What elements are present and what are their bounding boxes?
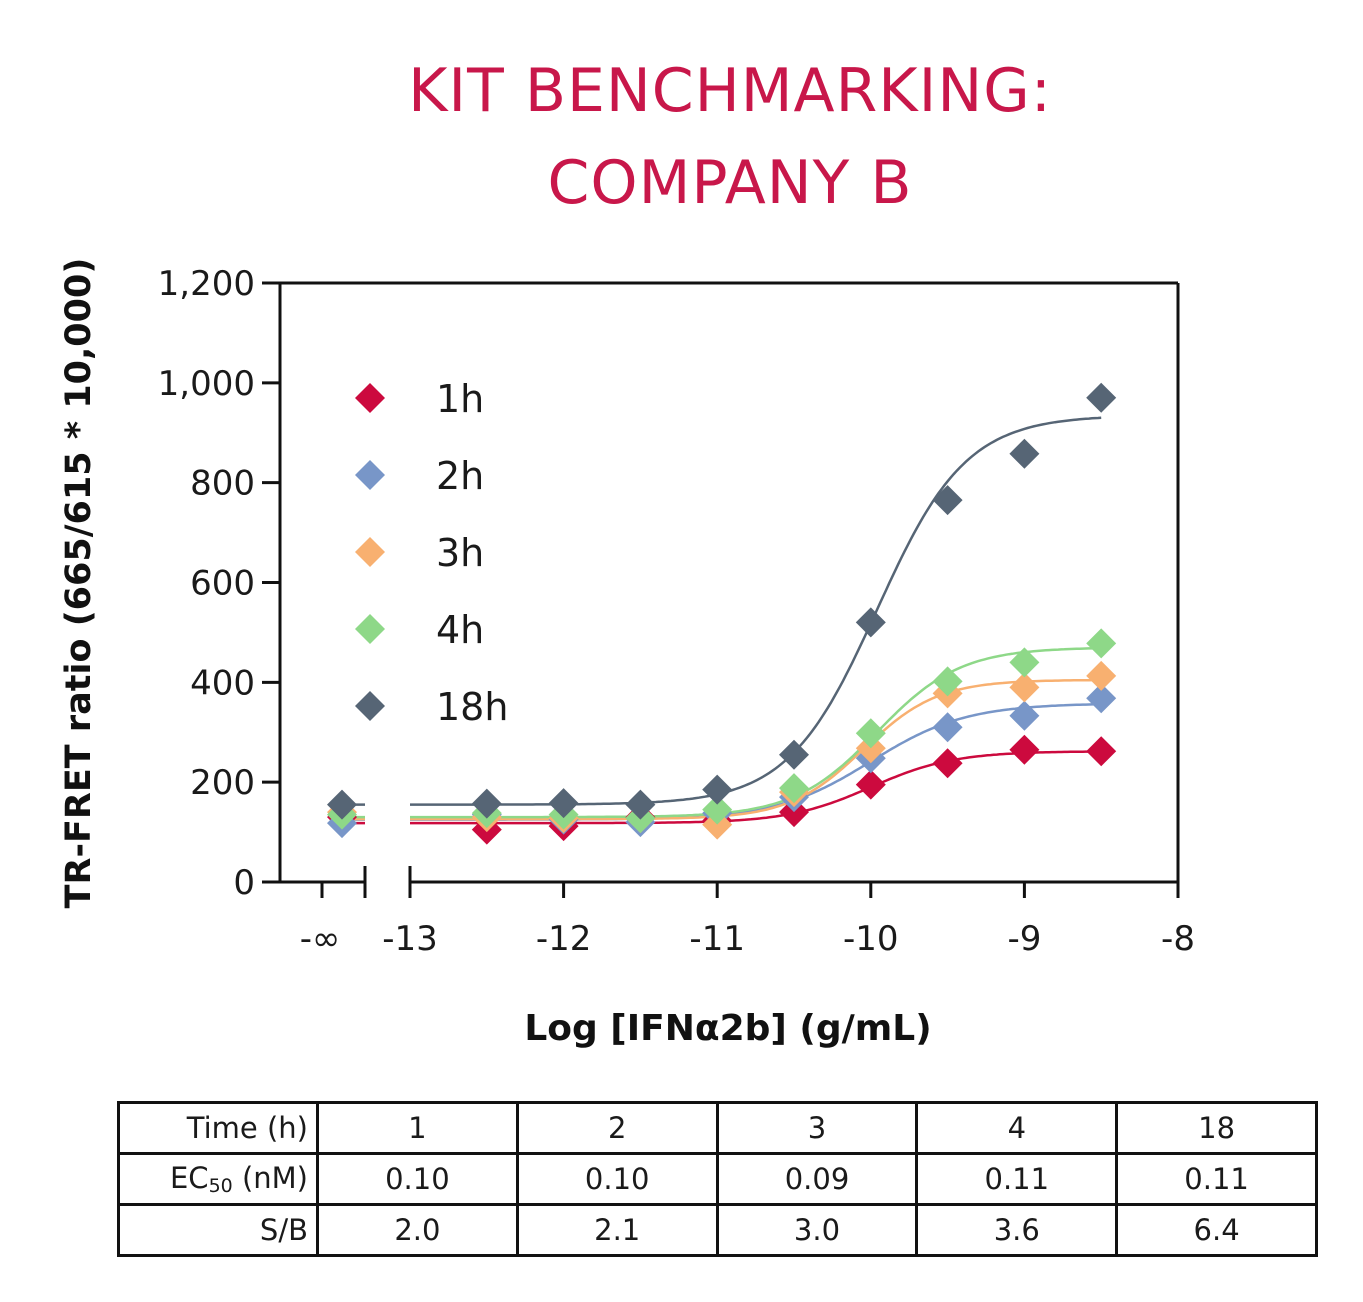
legend-marker-2h (355, 460, 385, 490)
data-point-18h (625, 789, 656, 820)
row-header-sb: S/B (117, 1203, 319, 1257)
data-point-18h (702, 774, 733, 805)
data-point-3h (1086, 660, 1117, 691)
legend-marker-1h (355, 383, 385, 413)
x-tick-label: -13 (382, 919, 438, 959)
data-point-18h (932, 485, 963, 516)
y-tick-label: 0 (233, 863, 255, 903)
table-cell: 0.09 (715, 1152, 919, 1206)
data-point-4h (1009, 647, 1040, 678)
legend-label-18h: 18h (436, 685, 508, 729)
stats-table: Time (h) 1 2 3 4 18 EC50 (nM) 0.10 0.10 … (117, 1101, 1318, 1257)
data-point-4h (702, 794, 733, 825)
data-point-18h (1009, 438, 1040, 469)
row-header-ec50: EC50 (nM) (117, 1152, 319, 1206)
y-tick-label: 800 (190, 464, 255, 504)
data-point-18h (548, 788, 579, 819)
data-point-18h (327, 789, 357, 820)
ec-label: EC (169, 1161, 209, 1195)
legend-marker-18h (355, 691, 385, 721)
x-tick-label-neg-inf: -∞ (300, 919, 341, 959)
y-tick-label: 1,200 (158, 264, 255, 304)
data-point-18h (471, 788, 502, 819)
data-point-4h (1086, 628, 1117, 659)
data-point-4h (855, 718, 886, 749)
x-tick-label: -8 (1161, 919, 1195, 959)
data-points (327, 382, 1117, 845)
data-point-1h (1009, 734, 1040, 765)
data-point-2h (1086, 683, 1117, 714)
x-tick-label: -12 (536, 919, 592, 959)
legend-marker-3h (355, 537, 385, 567)
table-cell: 2 (515, 1101, 719, 1155)
table-cell: 2.0 (316, 1203, 519, 1257)
table-cell: 3.6 (915, 1203, 1119, 1257)
data-point-2h (1009, 700, 1040, 731)
row-header-time: Time (h) (117, 1101, 319, 1155)
y-tick-label: 200 (190, 763, 255, 803)
table-cell: 2.1 (515, 1203, 719, 1257)
data-point-3h (1009, 672, 1040, 703)
x-axis-label: Log [IFNα2b] (g/mL) (524, 1008, 931, 1049)
data-point-1h (932, 748, 963, 779)
legend: 1h 2h 3h 4h 18h (355, 377, 508, 729)
table-cell: 6.4 (1115, 1203, 1318, 1257)
x-tick-label: -9 (1007, 919, 1041, 959)
table-cell: 3 (715, 1101, 919, 1155)
legend-label-1h: 1h (436, 377, 484, 421)
legend-label-2h: 2h (436, 454, 484, 498)
y-tick-label: 1,000 (158, 364, 255, 404)
data-point-4h (932, 666, 963, 697)
table-row-sb: S/B 2.0 2.1 3.0 3.6 6.4 (117, 1203, 1318, 1257)
fit-curve-18h (410, 416, 1102, 806)
table-cell: 0.11 (1115, 1152, 1318, 1206)
chart-title-line-1: KIT BENCHMARKING: (408, 56, 1052, 126)
axis-ticks: 0 200 400 600 800 1,000 1,200 -∞ -13 -12 -11 -10 -9 -… (158, 264, 1195, 959)
data-point-1h (855, 769, 886, 800)
data-point-4h (779, 773, 809, 804)
x-tick-label: -11 (689, 919, 745, 959)
x-tick-label: -10 (843, 919, 899, 959)
table-cell: 18 (1115, 1101, 1318, 1155)
y-axis-label: TR-FRET ratio (665/615 * 10,000) (59, 258, 99, 909)
y-tick-label: 600 (190, 564, 255, 604)
chart: 0 200 400 600 800 1,000 1,200 -∞ -13 -12 -11 -10 -9 -… (59, 258, 1195, 1049)
chart-title-line-2: COMPANY B (547, 148, 913, 218)
fit-curves (332, 416, 1102, 825)
data-point-1h (1086, 736, 1117, 767)
fit-curve-3h (410, 678, 1102, 821)
table-cell: 4 (915, 1101, 1119, 1155)
fit-curve-1h (410, 750, 1102, 825)
ec-unit: (nM) (232, 1161, 308, 1195)
table-cell: 3.0 (715, 1203, 919, 1257)
data-point-18h (779, 739, 809, 770)
table-row-ec50: EC50 (nM) 0.10 0.10 0.09 0.11 0.11 (117, 1152, 1318, 1206)
table-cell: 0.11 (915, 1152, 1119, 1206)
legend-label-3h: 3h (436, 531, 484, 575)
data-point-2h (932, 712, 963, 743)
table-cell: 0.10 (316, 1152, 519, 1206)
fit-curve-2h (410, 702, 1102, 821)
data-point-18h (855, 607, 886, 638)
legend-label-4h: 4h (436, 608, 484, 652)
table-cell: 0.10 (515, 1152, 719, 1206)
fit-curve-4h (410, 646, 1102, 819)
legend-marker-4h (355, 614, 385, 644)
y-tick-label: 400 (190, 663, 255, 703)
data-point-18h (1086, 382, 1117, 413)
ec-subscript: 50 (208, 1175, 233, 1197)
table-cell: 1 (316, 1101, 519, 1155)
table-row-time: Time (h) 1 2 3 4 18 (117, 1101, 1318, 1155)
